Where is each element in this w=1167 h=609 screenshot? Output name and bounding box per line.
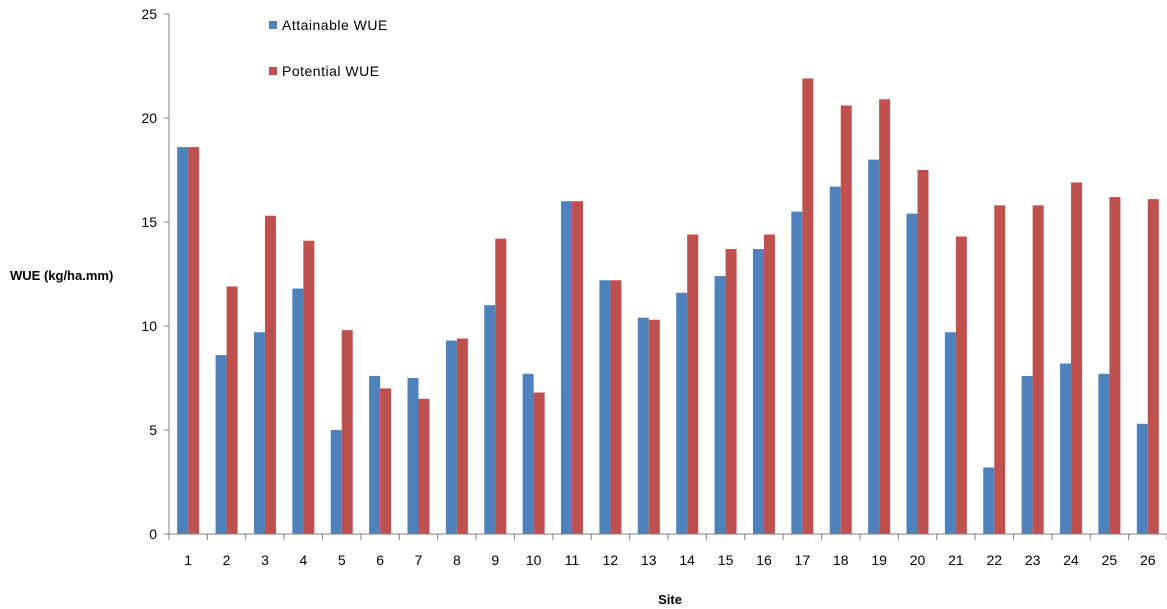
bars-layer: [177, 78, 1159, 535]
bar-potential-site-1: [188, 147, 200, 534]
x-tick-label: 17: [795, 552, 811, 568]
x-tick-label: 21: [948, 552, 964, 568]
bar-attainable-site-1: [177, 147, 189, 534]
bar-potential-site-22: [994, 205, 1006, 535]
x-axis-title: Site: [658, 592, 682, 607]
x-tick-label: 11: [565, 552, 580, 568]
bar-potential-site-16: [763, 234, 775, 535]
bar-attainable-site-15: [714, 276, 726, 534]
x-tick-label: 5: [338, 552, 346, 568]
bar-attainable-site-5: [330, 430, 342, 534]
bar-attainable-site-4: [292, 288, 304, 534]
bar-potential-site-9: [495, 238, 507, 534]
bar-potential-site-12: [610, 280, 622, 534]
bar-potential-site-7: [418, 398, 430, 534]
bar-attainable-site-25: [1098, 373, 1110, 534]
x-tick-label: 3: [261, 552, 269, 568]
x-tick-label: 26: [1140, 552, 1156, 568]
bar-potential-site-8: [456, 338, 468, 534]
legend-label: Attainable WUE: [282, 17, 388, 33]
x-tick-label: 2: [223, 552, 231, 568]
y-ticks-layer: 0 5 10 15 20 25: [141, 6, 169, 542]
x-tick-label: 25: [1102, 552, 1118, 568]
y-tick-label: 5: [149, 422, 157, 438]
x-ticks-layer: 1 2 3 4 5 6 7 8 9 10 11 12 13 14 15 16 17 18 19 20 21 22 23 24 2…: [168, 534, 1167, 568]
legend-label: Potential WUE: [282, 63, 380, 79]
legend-swatch: [269, 67, 277, 75]
x-tick-label: 19: [871, 552, 887, 568]
x-tick-label: 16: [756, 552, 772, 568]
bar-attainable-site-8: [445, 340, 457, 534]
bar-potential-site-21: [955, 236, 967, 534]
bar-potential-site-2: [226, 286, 238, 534]
bar-potential-site-15: [725, 249, 737, 535]
x-tick-label: 8: [453, 552, 461, 568]
bar-attainable-site-9: [484, 305, 496, 534]
bar-potential-site-25: [1109, 197, 1121, 535]
y-tick-label: 25: [141, 6, 157, 22]
bar-attainable-site-26: [1136, 423, 1148, 534]
x-tick-label: 22: [986, 552, 1002, 568]
bar-potential-site-19: [879, 99, 891, 534]
bar-attainable-site-19: [868, 159, 880, 534]
legend: Attainable WUE Potential WUE: [269, 17, 388, 79]
x-tick-label: 1: [184, 552, 192, 568]
x-tick-label: 14: [679, 552, 695, 568]
bar-potential-site-20: [917, 170, 929, 534]
x-tick-label: 4: [299, 552, 307, 568]
bar-potential-site-23: [1032, 205, 1044, 535]
bar-attainable-site-24: [1060, 363, 1072, 534]
bar-attainable-site-13: [637, 317, 649, 534]
bar-attainable-site-7: [407, 378, 419, 534]
x-tick-label: 6: [376, 552, 384, 568]
bar-attainable-site-6: [369, 375, 381, 534]
y-tick-label: 10: [141, 318, 157, 334]
x-tick-label: 15: [718, 552, 734, 568]
legend-swatch: [269, 21, 277, 29]
bar-attainable-site-21: [944, 332, 956, 534]
y-tick-label: 15: [141, 214, 157, 230]
bar-attainable-site-23: [1021, 375, 1033, 534]
bar-potential-site-10: [533, 392, 545, 534]
bar-potential-site-14: [687, 234, 699, 535]
bar-attainable-site-10: [522, 373, 534, 534]
x-tick-label: 7: [415, 552, 423, 568]
bar-potential-site-6: [380, 388, 392, 534]
bar-potential-site-11: [572, 201, 584, 534]
y-tick-label: 20: [141, 110, 157, 126]
bar-attainable-site-14: [676, 292, 688, 534]
bar-potential-site-13: [648, 319, 660, 534]
x-tick-label: 23: [1025, 552, 1041, 568]
x-tick-label: 20: [910, 552, 926, 568]
y-tick-label: 0: [149, 526, 157, 542]
x-tick-label: 24: [1063, 552, 1079, 568]
x-tick-label: 13: [641, 552, 657, 568]
bar-attainable-site-12: [599, 280, 611, 534]
bar-potential-site-3: [264, 215, 276, 534]
bar-potential-site-5: [341, 330, 353, 534]
bar-attainable-site-18: [829, 186, 841, 534]
x-tick-label: 18: [833, 552, 849, 568]
bar-potential-site-17: [802, 78, 814, 534]
bar-attainable-site-22: [983, 467, 995, 534]
bar-attainable-site-2: [215, 355, 227, 534]
bar-potential-site-24: [1071, 182, 1083, 535]
x-tick-label: 10: [526, 552, 542, 568]
x-tick-label: 12: [603, 552, 619, 568]
bar-attainable-site-11: [561, 201, 573, 534]
bar-attainable-site-17: [791, 211, 803, 534]
bar-potential-site-26: [1147, 199, 1159, 534]
bar-attainable-site-16: [752, 249, 764, 535]
bar-potential-site-18: [840, 105, 852, 535]
x-tick-label: 9: [491, 552, 499, 568]
bar-attainable-site-3: [253, 332, 265, 534]
bar-potential-site-4: [303, 240, 315, 534]
y-axis-title: WUE (kg/ha.mm): [10, 268, 113, 283]
bar-attainable-site-20: [906, 213, 918, 534]
